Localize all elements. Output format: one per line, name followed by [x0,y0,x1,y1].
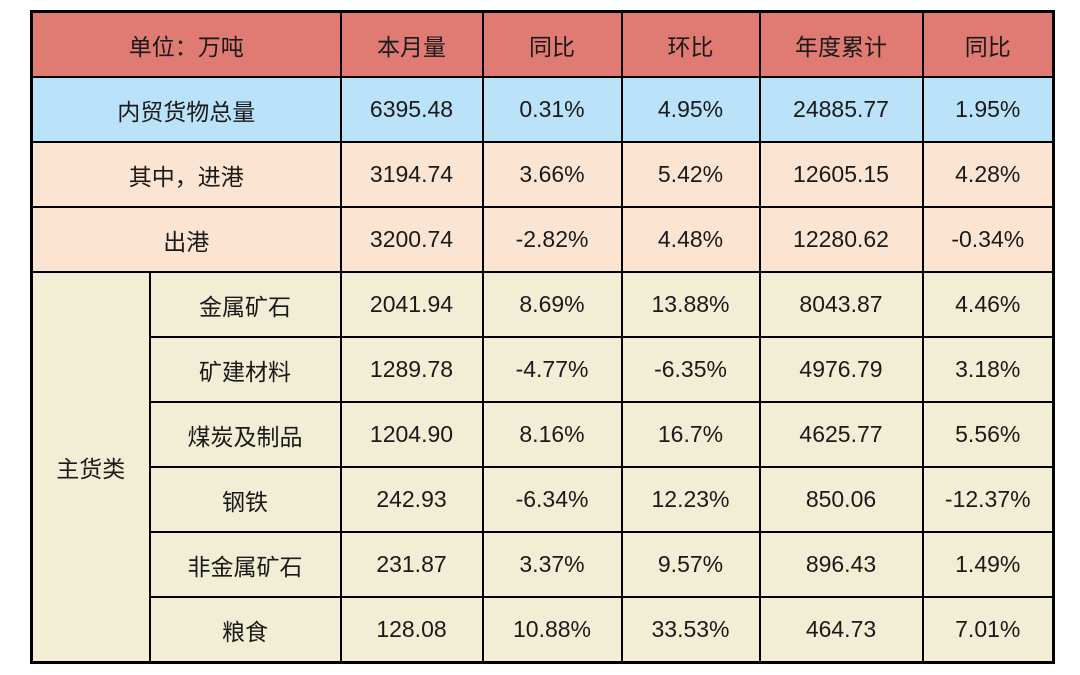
cell-value: -2.82% [481,206,623,273]
cell-value: 231.87 [339,531,484,598]
row-group-label-cell: 主货类 [30,271,151,664]
table-row-category: 粮食 128.08 10.88% 33.53% 464.73 7.01% [32,596,1055,664]
cargo-statistics-table: 单位：万吨 本月量 同比 环比 年度累计 同比 内贸货物总量 6395.48 0… [30,10,1055,664]
cell-value: 8043.87 [758,271,924,338]
cell-value: 13.88% [620,271,761,338]
row-label-inbound: 其中，进港 [30,141,342,208]
cell-value: 5.56% [921,401,1055,468]
cell-value: 1.95% [921,76,1055,143]
row-label-metal-ore: 金属矿石 [148,271,342,338]
cell-value: -12.37% [921,466,1055,533]
table-row-outbound: 出港 3200.74 -2.82% 4.48% 12280.62 -0.34% [30,206,1055,273]
row-label-steel: 钢铁 [148,466,342,533]
cell-value: 1204.90 [339,401,484,468]
row-label-total: 内贸货物总量 [30,76,342,143]
cell-value: 242.93 [339,466,484,533]
col-header-ytd-total: 年度累计 [758,10,924,78]
col-header-mom: 环比 [620,10,761,78]
cell-value: 0.31% [481,76,623,143]
cell-value: 3.66% [481,141,623,208]
table-row-category: 非金属矿石 231.87 3.37% 9.57% 896.43 1.49% [32,531,1055,598]
col-header-yoy: 同比 [481,10,623,78]
row-label-construction-materials: 矿建材料 [148,336,342,403]
cell-value: 4.95% [620,76,761,143]
cell-value: 2041.94 [339,271,484,338]
cell-value: 4625.77 [758,401,924,468]
col-header-ytd-yoy: 同比 [921,10,1055,78]
cell-value: 6395.48 [339,76,484,143]
table-row-inbound: 其中，进港 3194.74 3.66% 5.42% 12605.15 4.28% [30,141,1055,208]
col-header-monthly-volume: 本月量 [339,10,484,78]
row-label-grain: 粮食 [148,596,342,664]
cell-value: 5.42% [620,141,761,208]
cell-value: -4.77% [481,336,623,403]
cell-value: -0.34% [921,206,1055,273]
cell-value: -6.34% [481,466,623,533]
table-row-category: 煤炭及制品 1204.90 8.16% 16.7% 4625.77 5.56% [32,401,1055,468]
table-row-total: 内贸货物总量 6395.48 0.31% 4.95% 24885.77 1.95… [30,76,1055,143]
cell-value: 4.46% [921,271,1055,338]
cell-value: 8.69% [481,271,623,338]
cell-value: -6.35% [620,336,761,403]
row-label-nonmetal-ore: 非金属矿石 [148,531,342,598]
cell-value: 1289.78 [339,336,484,403]
cell-value: 8.16% [481,401,623,468]
cell-value: 896.43 [758,531,924,598]
cell-value: 12.23% [620,466,761,533]
cell-value: 12605.15 [758,141,924,208]
cell-value: 9.57% [620,531,761,598]
cell-value: 12280.62 [758,206,924,273]
cell-value: 16.7% [620,401,761,468]
unit-header-cell: 单位：万吨 [30,10,342,78]
cell-value: 1.49% [921,531,1055,598]
cell-value: 3.37% [481,531,623,598]
cell-value: 3200.74 [339,206,484,273]
row-label-coal-products: 煤炭及制品 [148,401,342,468]
table-row-category: 矿建材料 1289.78 -4.77% -6.35% 4976.79 3.18% [32,336,1055,403]
cell-value: 128.08 [339,596,484,664]
table-header-row: 单位：万吨 本月量 同比 环比 年度累计 同比 [30,10,1055,78]
cell-value: 4.28% [921,141,1055,208]
cell-value: 7.01% [921,596,1055,664]
cell-value: 10.88% [481,596,623,664]
table-row-category: 钢铁 242.93 -6.34% 12.23% 850.06 -12.37% [32,466,1055,533]
row-label-outbound: 出港 [30,206,342,273]
cell-value: 3194.74 [339,141,484,208]
cell-value: 33.53% [620,596,761,664]
cell-value: 24885.77 [758,76,924,143]
cell-value: 4.48% [620,206,761,273]
cell-value: 464.73 [758,596,924,664]
table-row-category: 主货类 金属矿石 2041.94 8.69% 13.88% 8043.87 4.… [30,271,1055,664]
cell-value: 4976.79 [758,336,924,403]
cell-value: 850.06 [758,466,924,533]
cell-value: 3.18% [921,336,1055,403]
